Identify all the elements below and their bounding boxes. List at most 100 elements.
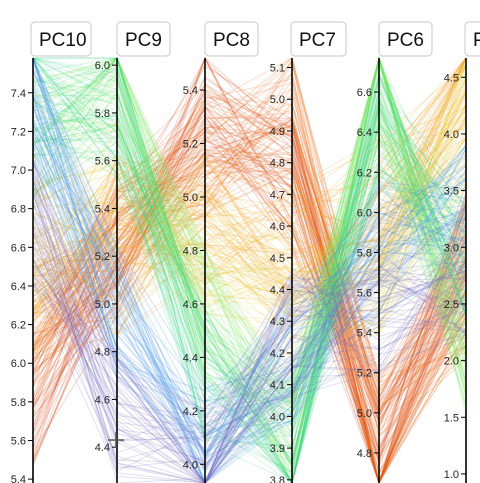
series-polyline <box>32 170 467 470</box>
series-polyline <box>32 60 467 401</box>
tick-label: 4.9 <box>270 126 285 138</box>
axis-pc6[interactable]: 4.8 5.0 5.2 5.4 5.6 5.8 6.0 6.2 6.4 6.6 PC6 <box>357 21 433 483</box>
axis-title-box[interactable] <box>378 21 433 57</box>
tick-label: 5.6 <box>95 156 110 168</box>
series-polyline <box>32 57 467 471</box>
axis-title[interactable]: PC6 <box>387 30 424 51</box>
series-polyline <box>32 176 467 326</box>
series-polyline <box>32 63 467 466</box>
series-polyline <box>32 100 467 275</box>
series-polyline <box>32 174 467 483</box>
tick-label: 4.4 <box>183 352 198 364</box>
series-polyline <box>32 107 467 330</box>
series-polyline <box>32 161 467 438</box>
tick-label: 4.4 <box>270 285 285 297</box>
series-polyline <box>32 57 467 436</box>
series-polyline <box>32 57 467 413</box>
series-polyline <box>32 119 467 450</box>
series-polyline <box>32 124 467 483</box>
series-polyline <box>32 57 467 343</box>
series-polyline <box>32 94 467 307</box>
axis-title-box[interactable] <box>30 21 92 57</box>
series-polyline <box>32 185 467 483</box>
series-polyline <box>32 194 467 468</box>
series-polyline <box>32 163 467 288</box>
series-polyline <box>32 97 467 334</box>
tick-label: 6.2 <box>357 167 372 179</box>
series-polyline <box>32 151 467 462</box>
series-polyline <box>32 57 467 483</box>
series-polyline <box>32 104 467 312</box>
series-polyline <box>32 165 467 292</box>
series-polyline <box>32 86 467 473</box>
series-polyline <box>32 166 467 418</box>
series-polyline <box>32 57 467 464</box>
series-polyline <box>32 121 467 465</box>
axis-title-box[interactable] <box>290 21 347 57</box>
series-polyline <box>32 245 467 456</box>
axis-title[interactable]: PC10 <box>39 30 87 51</box>
series-polyline <box>32 147 467 483</box>
series-polyline <box>32 203 467 483</box>
series-polyline <box>32 259 467 483</box>
series-polyline <box>32 74 467 328</box>
axis-title[interactable]: PC8 <box>213 30 250 51</box>
tick-label: 6.8 <box>11 204 26 216</box>
series-polyline <box>32 124 467 425</box>
series-polyline <box>32 138 467 296</box>
series-polyline <box>32 57 467 396</box>
series-polyline <box>32 143 467 439</box>
axis-pc8[interactable]: 4.0 4.2 4.4 4.6 4.8 5.0 5.2 5.4 PC8 <box>183 21 259 483</box>
series-polyline <box>32 56 467 380</box>
series-polyline <box>32 110 467 456</box>
series-polyline <box>32 272 467 419</box>
tick-label: 4.0 <box>183 459 198 471</box>
series-polyline <box>32 136 467 448</box>
series-polyline <box>32 57 467 439</box>
axis-pc7[interactable]: 3.8 3.9 4.0 4.1 4.2 4.3 4.4 4.5 4.6 4.7 4.8 4.9 5.0 5… <box>270 21 347 483</box>
series-polyline <box>32 57 467 465</box>
series-polyline <box>32 125 467 483</box>
axis-p[interactable]: 1.0 1.5 2.0 2.5 3.0 3.5 4.0 4.5 P <box>444 21 480 483</box>
series-polyline <box>32 93 467 483</box>
tick-label: 5.0 <box>270 94 285 106</box>
series-polyline <box>32 63 467 323</box>
series-polyline <box>32 56 467 407</box>
polyline-layer <box>32 56 467 483</box>
series-polyline <box>32 91 467 462</box>
series-polyline <box>32 103 467 483</box>
series-polyline <box>32 57 467 449</box>
axis-pc9[interactable]: 4.4 4.6 4.8 5.0 5.2 5.4 5.6 5.8 6.0 PC9 <box>95 21 171 483</box>
axis-pc10[interactable]: 5.4 5.6 5.8 6.0 6.2 6.4 6.6 6.8 7.0 7.2 7.4 PC10 <box>11 21 92 483</box>
series-polyline <box>32 165 467 313</box>
series-polyline <box>32 107 467 458</box>
axis-title[interactable]: PC7 <box>299 30 336 51</box>
axis-title-box[interactable] <box>116 21 171 57</box>
series-polyline <box>32 128 467 239</box>
series-polyline <box>32 57 467 352</box>
axis-title[interactable]: P <box>473 30 480 51</box>
series-polyline <box>32 94 467 464</box>
tick-label: 5.2 <box>95 251 110 263</box>
axis-title-box[interactable] <box>464 21 480 57</box>
series-polyline <box>32 57 467 483</box>
tick-label: 4.0 <box>444 129 459 141</box>
series-polyline <box>32 145 467 455</box>
series-polyline <box>32 57 467 467</box>
series-polyline <box>32 232 467 462</box>
series-polyline <box>32 82 467 482</box>
series-polyline <box>32 57 467 295</box>
axis-title-box[interactable] <box>204 21 259 57</box>
series-polyline <box>32 201 467 434</box>
series-polyline <box>32 76 467 342</box>
series-polyline <box>32 195 467 483</box>
series-polyline <box>32 111 467 371</box>
series-polyline <box>32 57 467 437</box>
series-polyline <box>32 63 467 483</box>
series-polyline <box>32 151 467 395</box>
series-polyline <box>32 100 467 450</box>
axis-title[interactable]: PC9 <box>125 30 162 51</box>
series-polyline <box>32 172 467 483</box>
series-polyline <box>32 279 467 466</box>
tick-label: 4.5 <box>270 253 285 265</box>
